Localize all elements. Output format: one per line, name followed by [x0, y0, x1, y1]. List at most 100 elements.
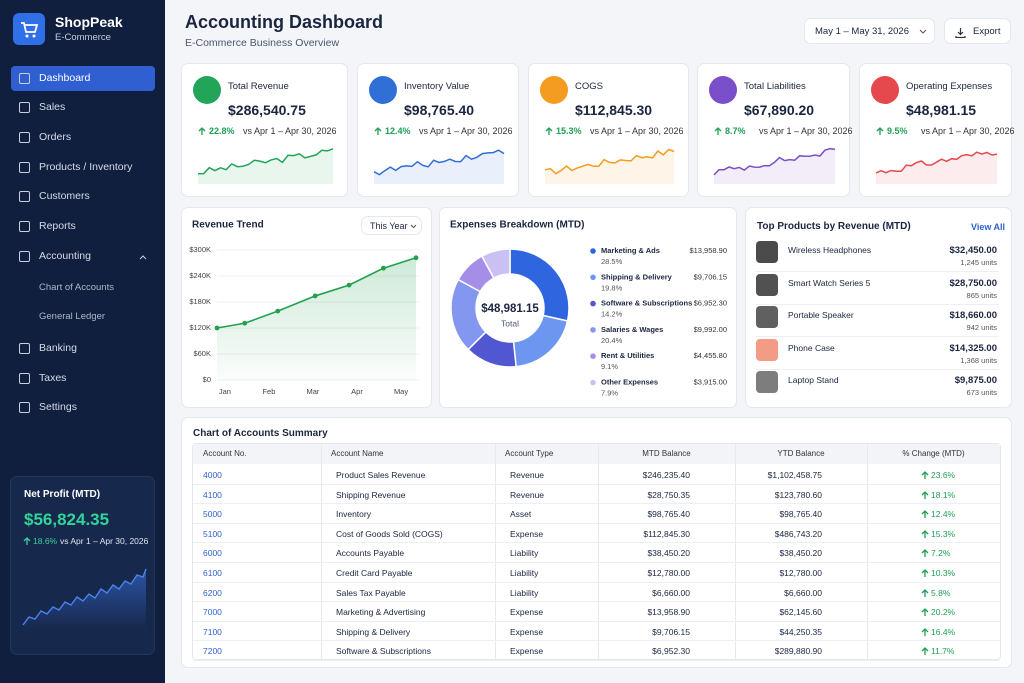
change-cell: 10.3%: [931, 568, 956, 578]
kpi-label: Total Liabilities: [744, 81, 806, 92]
cell: $6,660.00: [652, 587, 690, 598]
kpi-change: 9.5%: [887, 126, 908, 136]
cell: $289,880.90: [774, 646, 822, 657]
nav-icon: [19, 132, 30, 143]
row-divider: [193, 503, 1000, 505]
column-divider: [495, 444, 496, 659]
cell: Software & Subscriptions: [336, 646, 431, 657]
sidebar: ShopPeak E-Commerce Dashboard Sales Orders…: [0, 0, 165, 683]
nav-item[interactable]: Sales: [11, 95, 155, 120]
up-arrow: [921, 627, 929, 636]
up-arrow-path: [921, 490, 929, 499]
column-divider: [598, 444, 599, 659]
column-divider: [867, 444, 868, 659]
nav-item[interactable]: Accounting: [11, 244, 155, 269]
cell: 4000: [203, 470, 222, 480]
kpi-label: Operating Expenses: [906, 81, 993, 92]
kpi-period: vs Apr 1 – Apr 30, 2026: [243, 126, 337, 136]
view-all-link[interactable]: View All: [971, 222, 1006, 232]
up-arrow: [921, 569, 929, 577]
product-revenue: $14,325.00: [949, 342, 997, 354]
column-divider: [735, 444, 736, 659]
nav-item[interactable]: Reports: [11, 214, 155, 239]
cell: $246,235.40: [642, 470, 690, 480]
row-divider: [756, 336, 999, 337]
nav-label: Banking: [39, 342, 77, 354]
cell: $1,102,458.75: [767, 470, 822, 480]
page-subtitle: E-Commerce Business Overview: [185, 37, 340, 49]
up-arrow: [921, 588, 929, 597]
product-name: Wireless Headphones: [788, 245, 872, 255]
cell: Revenue: [510, 489, 545, 500]
kpi-card: Total Liabilities $67,890.20 8.7% vs Apr 1 …: [697, 63, 853, 197]
nav-item[interactable]: Orders: [11, 125, 155, 150]
cell: $38,450.20: [647, 548, 690, 559]
product-revenue: $9,875.00: [954, 375, 997, 386]
kpi-icon: [540, 76, 568, 104]
period-dropdown[interactable]: This Year: [361, 216, 422, 235]
nav-item[interactable]: Banking: [11, 336, 155, 361]
nav-label: Customers: [39, 190, 90, 202]
sparkline-line: [875, 151, 998, 174]
row-divider: [193, 660, 1000, 661]
expenses-card: [439, 207, 737, 408]
nav-item[interactable]: Chart of Accounts: [11, 275, 155, 300]
kpi-change: 12.4%: [385, 126, 411, 136]
kpi-card: Inventory Value $98,765.40 12.4% vs Apr 1 –…: [357, 63, 519, 197]
cell: $44,250.35: [779, 626, 822, 637]
product-name: Laptop Stand: [788, 375, 839, 385]
chevron: [919, 29, 927, 34]
kpi-sparkline: [875, 151, 998, 184]
brand-subtitle: E-Commerce: [55, 32, 111, 43]
column-header: YTD Balance: [777, 449, 825, 458]
cell: 4100: [203, 489, 222, 500]
nav-item[interactable]: Settings: [11, 395, 155, 420]
kpi-icon: [369, 76, 397, 104]
column-header: Account Type: [505, 449, 554, 458]
nav-item[interactable]: General Ledger: [11, 304, 155, 329]
revenue-trend-card: This Year: [181, 207, 432, 408]
up-arrow: [374, 127, 382, 135]
up-arrow-path: [876, 127, 884, 135]
nav-item[interactable]: Dashboard: [11, 66, 155, 91]
table-title: Chart of Accounts Summary: [193, 428, 328, 439]
sparkline-area: [714, 148, 835, 184]
nav-icon: [19, 373, 30, 384]
up-arrow: [714, 127, 722, 135]
sparkline-line: [713, 147, 836, 176]
product-units: 1,245 units: [960, 258, 997, 267]
nav-icon: [19, 343, 30, 354]
date-range-picker[interactable]: May 1 – May 31, 2026: [804, 18, 935, 44]
export-button[interactable]: Export: [944, 18, 1011, 44]
column-header: % Change (MTD): [902, 449, 965, 458]
chevron: [139, 255, 147, 260]
kpi-value: $98,765.40: [404, 102, 475, 118]
sparkline-line: [373, 149, 505, 176]
page-title: Accounting Dashboard: [185, 12, 384, 32]
nav-item[interactable]: Taxes: [11, 366, 155, 391]
row-divider: [756, 303, 999, 305]
top-products-card: Top Products by Revenue (MTD) View All W…: [745, 207, 1012, 408]
kpi-sparkline: [373, 149, 505, 184]
cell: 6000: [203, 548, 222, 559]
nav-item[interactable]: Customers: [11, 184, 155, 209]
nav-item[interactable]: Products / Inventory: [11, 155, 155, 180]
net-profit-value: $56,824.35: [24, 510, 110, 529]
brand-name: ShopPeak: [55, 14, 123, 30]
accounts-table: Account No. Account Name Account Type MTD B…: [192, 443, 1001, 661]
up-arrow-path: [921, 647, 929, 656]
nav-icon: [19, 73, 30, 84]
up-arrow: [921, 608, 929, 617]
cell: Inventory: [336, 509, 371, 520]
change-cell: 16.4%: [931, 626, 956, 637]
change-cell: 20.2%: [931, 607, 956, 618]
nav-label: Reports: [39, 220, 76, 232]
cell: 7200: [203, 646, 222, 657]
row-divider: [193, 483, 1000, 485]
up-arrow: [876, 127, 884, 135]
up-arrow: [23, 537, 31, 545]
up-arrow: [921, 471, 929, 479]
product-units: 942 units: [966, 323, 997, 332]
kpi-card: COGS $112,845.30 15.3% vs Apr 1 – Apr 30, 2…: [528, 63, 689, 197]
nav-label: Taxes: [39, 372, 67, 384]
